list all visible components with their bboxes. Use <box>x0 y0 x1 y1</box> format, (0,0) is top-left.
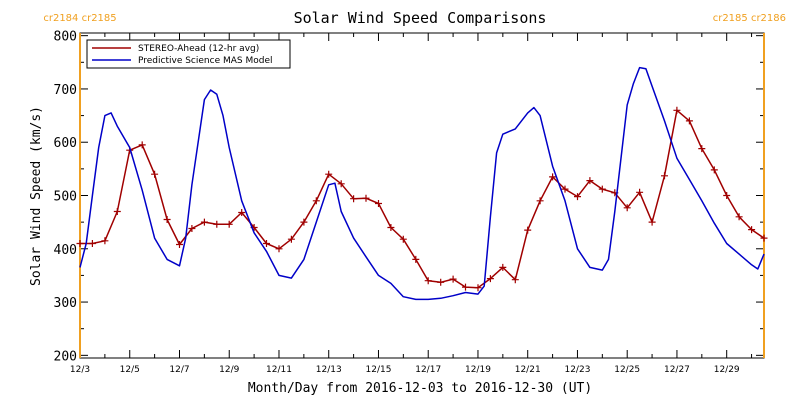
data-point-marker <box>511 276 519 284</box>
data-point-marker <box>263 240 270 247</box>
data-point-marker <box>424 277 432 285</box>
data-point-marker <box>287 235 295 243</box>
carrington-marker-label: cr2185 cr2186 <box>713 13 786 24</box>
data-point-marker <box>138 141 146 149</box>
data-point-marker <box>561 185 569 193</box>
data-point-marker <box>113 208 121 215</box>
data-point-marker <box>325 170 333 178</box>
data-point-marker <box>437 278 445 286</box>
series-lines <box>76 66 768 301</box>
data-point-marker <box>399 235 407 243</box>
y-tick-label: 800 <box>54 30 77 45</box>
x-tick-label: 12/17 <box>415 365 441 375</box>
x-tick-label: 12/21 <box>515 365 541 375</box>
data-point-marker <box>362 194 370 202</box>
data-point-marker <box>387 224 395 231</box>
y-axis-label: Solar Wind Speed (km/s) <box>29 106 44 286</box>
data-point-marker <box>586 177 594 185</box>
data-point-marker <box>151 170 159 178</box>
data-point-marker <box>486 275 494 283</box>
data-point-marker <box>101 237 109 245</box>
data-point-marker <box>760 234 768 242</box>
y-tick-label: 600 <box>54 136 77 151</box>
x-tick-label: 12/3 <box>70 365 90 375</box>
x-tick-label: 12/5 <box>120 365 140 375</box>
data-point-marker <box>685 117 693 125</box>
data-point-marker <box>698 145 706 153</box>
data-point-marker <box>225 220 233 228</box>
data-point-marker <box>549 173 557 181</box>
data-point-marker <box>300 218 308 226</box>
data-point-marker <box>499 263 507 271</box>
data-point-marker <box>710 166 718 174</box>
data-point-marker <box>673 106 681 114</box>
legend-box <box>86 39 291 69</box>
data-point-marker <box>748 226 756 234</box>
data-point-marker <box>337 180 345 188</box>
data-point-marker <box>574 193 581 201</box>
data-point-marker <box>623 204 631 212</box>
data-point-marker <box>238 209 246 216</box>
series-line-mas <box>79 66 765 301</box>
data-point-marker <box>88 240 96 247</box>
data-point-marker <box>275 245 283 253</box>
data-point-marker <box>176 241 183 248</box>
data-point-marker <box>188 225 196 232</box>
data-point-marker <box>213 220 221 228</box>
carrington-markers: cr2184 cr2185 cr2185 cr2186 <box>43 13 786 358</box>
x-tick-label: 12/7 <box>169 365 189 375</box>
chart-title: Solar Wind Speed Comparisons <box>294 9 547 27</box>
data-point-marker <box>648 218 656 226</box>
data-point-marker <box>723 192 731 199</box>
data-point-marker <box>449 275 457 283</box>
x-tick-label: 12/15 <box>366 365 392 375</box>
data-point-marker <box>524 226 532 234</box>
series-line-stereo <box>80 109 765 289</box>
y-tick-label: 300 <box>54 296 77 311</box>
y-tick-label: 500 <box>54 190 77 205</box>
y-tick-label: 200 <box>54 349 77 364</box>
data-point-marker <box>462 283 469 291</box>
legend: STEREO-Ahead (12-hr avg) Predictive Scie… <box>86 39 291 69</box>
data-point-marker <box>76 240 84 247</box>
data-point-marker <box>598 185 606 193</box>
data-point-marker <box>350 195 358 203</box>
data-point-marker <box>636 188 644 196</box>
carrington-marker-label: cr2184 cr2185 <box>43 13 116 24</box>
y-axis-ticks: 200 300 400 500 600 700 800 <box>54 30 764 364</box>
x-axis-ticks: 12/3 12/5 12/7 12/9 12/11 12/13 12/15 12/17 12/1… <box>70 33 753 375</box>
x-tick-label: 12/19 <box>465 365 491 375</box>
data-point-marker <box>375 200 382 207</box>
data-point-marker <box>163 216 171 223</box>
data-point-marker <box>474 284 482 292</box>
legend-label-mas: Predictive Science MAS Model <box>138 56 273 66</box>
y-tick-label: 400 <box>54 243 77 258</box>
x-tick-label: 12/11 <box>266 365 292 375</box>
y-tick-label: 700 <box>54 83 77 98</box>
data-point-marker <box>200 218 208 226</box>
x-tick-label: 12/25 <box>614 365 640 375</box>
x-tick-label: 12/23 <box>564 365 590 375</box>
x-tick-label: 12/27 <box>664 365 690 375</box>
data-point-marker <box>661 172 668 180</box>
data-point-marker <box>536 197 544 205</box>
x-axis-label: Month/Day from 2016-12-03 to 2016-12-30 … <box>248 381 592 396</box>
x-tick-label: 12/29 <box>714 365 740 375</box>
data-point-marker <box>312 197 320 205</box>
x-tick-label: 12/13 <box>316 365 342 375</box>
data-point-marker <box>412 255 420 263</box>
data-point-marker <box>735 213 743 221</box>
legend-label-stereo: STEREO-Ahead (12-hr avg) <box>138 44 259 54</box>
x-tick-label: 12/9 <box>219 365 239 375</box>
